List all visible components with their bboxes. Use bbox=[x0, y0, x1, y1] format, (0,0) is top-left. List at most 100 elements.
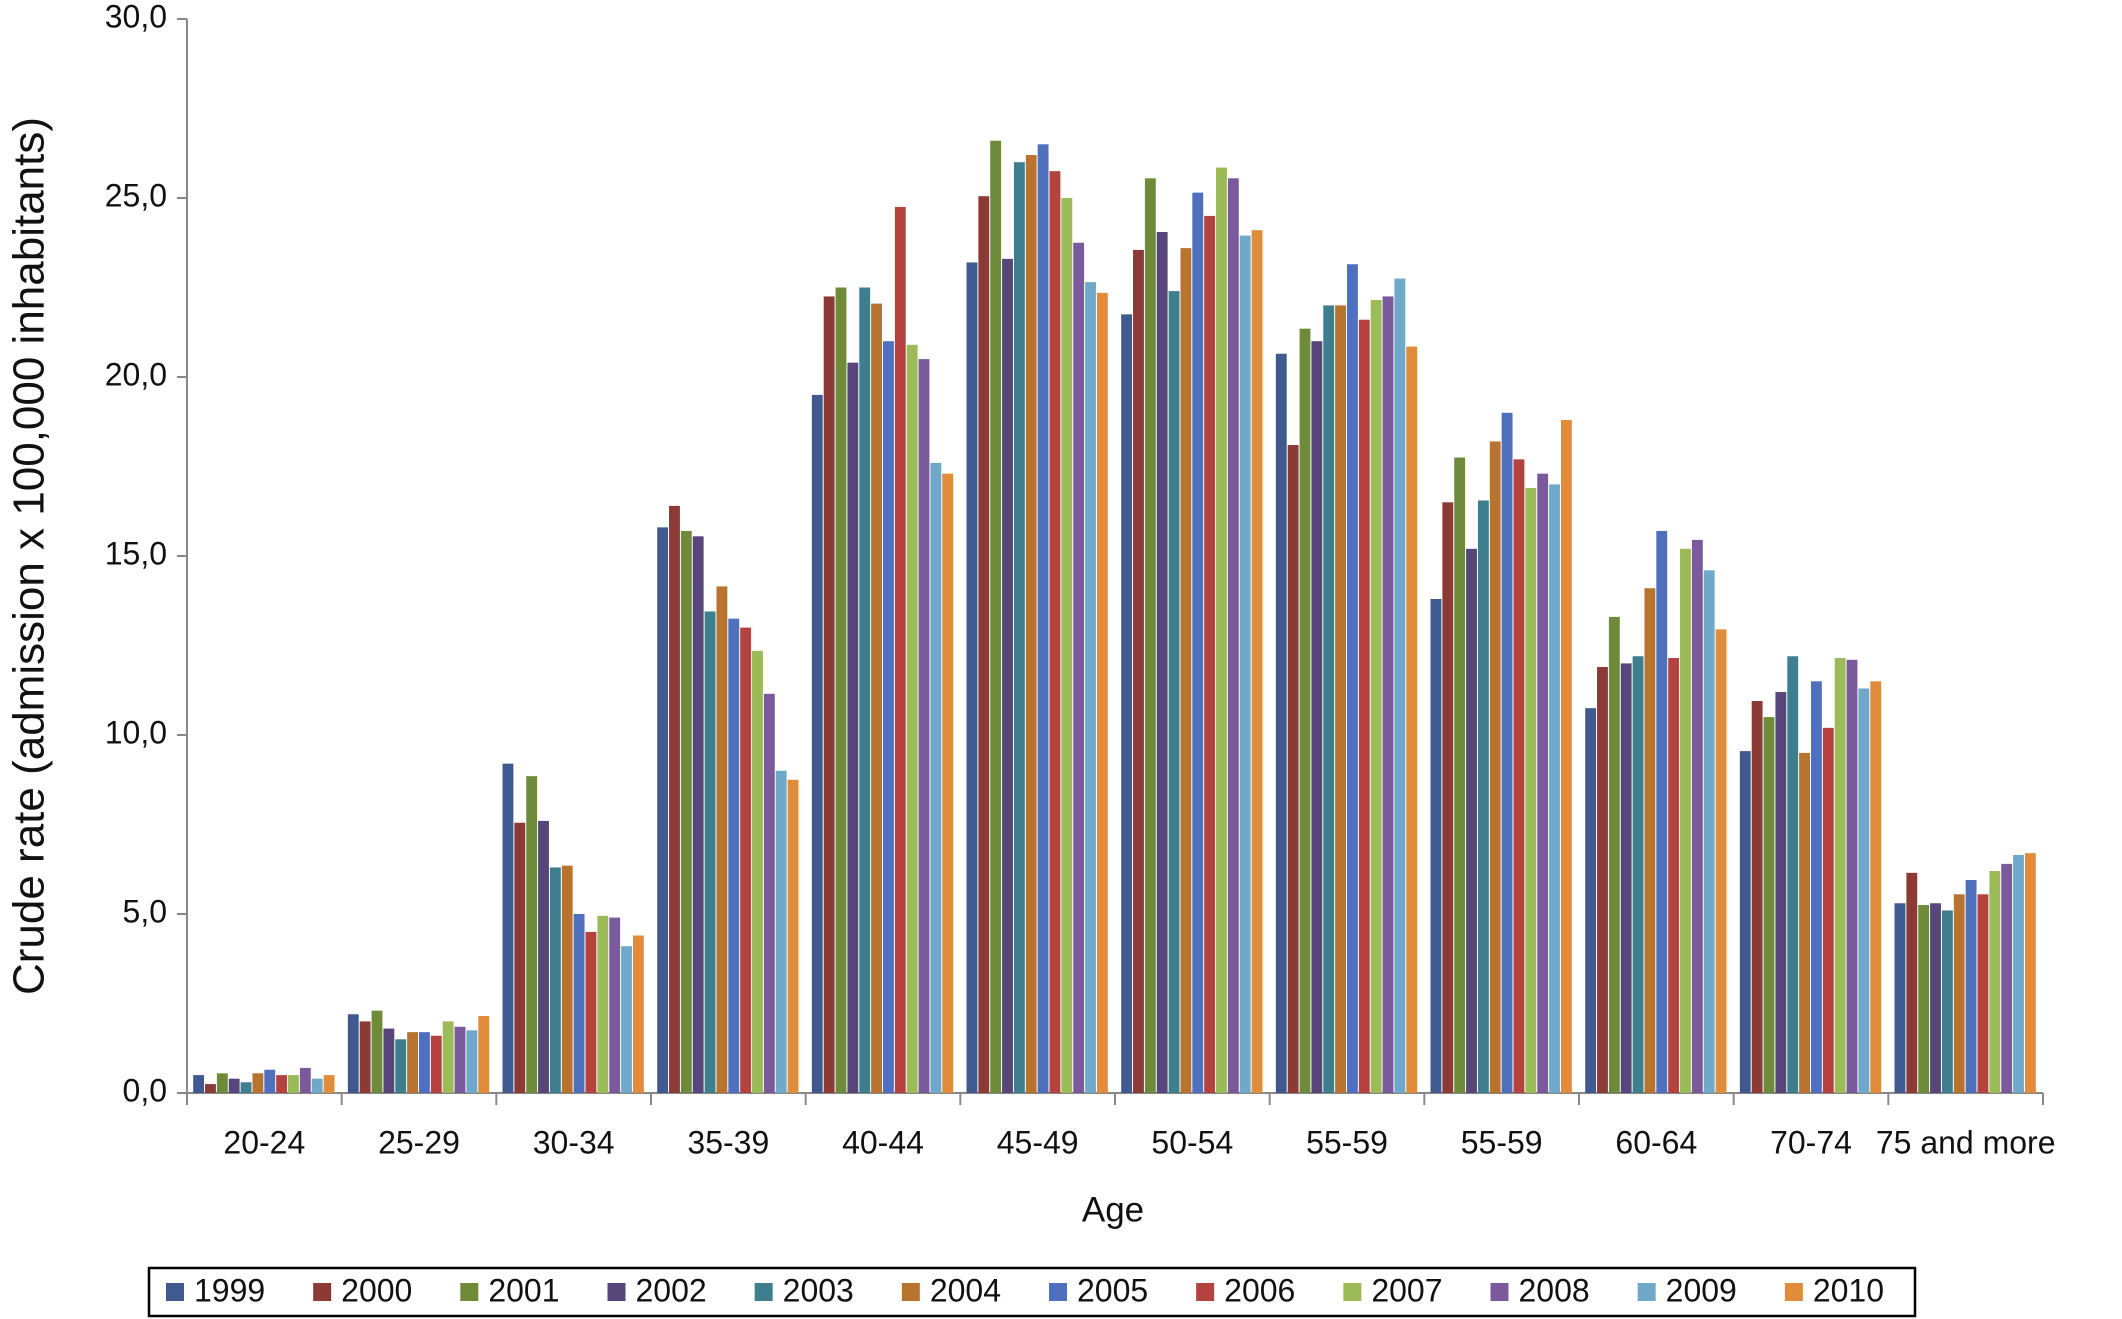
legend-label: 2010 bbox=[1813, 1272, 1884, 1308]
bar bbox=[1287, 445, 1299, 1093]
bar bbox=[609, 917, 621, 1093]
bar bbox=[276, 1075, 288, 1093]
bar bbox=[419, 1032, 430, 1093]
bar bbox=[1370, 300, 1382, 1093]
bar bbox=[1002, 258, 1013, 1093]
bar bbox=[299, 1067, 311, 1093]
bar bbox=[1632, 656, 1644, 1093]
bar bbox=[240, 1082, 252, 1093]
legend-swatch bbox=[313, 1283, 332, 1301]
bar bbox=[1977, 894, 1989, 1093]
bar bbox=[1537, 473, 1549, 1093]
bar bbox=[1846, 659, 1858, 1093]
bar bbox=[1133, 249, 1144, 1093]
y-tick-label: 15,0 bbox=[105, 535, 167, 571]
bar bbox=[716, 586, 728, 1093]
bar bbox=[1834, 658, 1846, 1093]
bar bbox=[1144, 178, 1156, 1093]
bar bbox=[597, 915, 609, 1093]
bar bbox=[621, 946, 632, 1093]
legend-swatch bbox=[754, 1283, 773, 1301]
bar bbox=[752, 650, 763, 1093]
bar bbox=[657, 527, 669, 1093]
bar bbox=[1239, 235, 1251, 1094]
bar bbox=[252, 1073, 264, 1093]
bar bbox=[514, 822, 526, 1093]
bar bbox=[680, 530, 692, 1093]
bar bbox=[1858, 688, 1870, 1093]
legend-label: 2003 bbox=[783, 1272, 854, 1308]
legend-swatch bbox=[1637, 1283, 1656, 1301]
bar bbox=[466, 1030, 478, 1093]
bar bbox=[371, 1010, 383, 1093]
x-tick-label: 40-44 bbox=[842, 1124, 924, 1160]
bar bbox=[2001, 863, 2013, 1093]
bar bbox=[871, 303, 882, 1093]
legend-swatch bbox=[460, 1283, 479, 1301]
bar bbox=[526, 776, 538, 1093]
bar bbox=[1466, 548, 1477, 1093]
bar bbox=[347, 1014, 359, 1093]
bar bbox=[205, 1084, 216, 1093]
x-tick-label: 25-29 bbox=[378, 1124, 460, 1160]
bar bbox=[811, 394, 823, 1093]
x-tick-label: 60-64 bbox=[1615, 1124, 1697, 1160]
bar bbox=[1382, 296, 1394, 1093]
bar bbox=[1168, 291, 1180, 1094]
bar bbox=[632, 935, 644, 1093]
legend-swatch bbox=[1343, 1283, 1362, 1301]
bar bbox=[1525, 487, 1537, 1094]
bar bbox=[763, 693, 775, 1093]
x-tick-label: 55-59 bbox=[1306, 1124, 1388, 1160]
bar bbox=[1477, 500, 1489, 1093]
bar bbox=[1501, 412, 1513, 1093]
bar bbox=[395, 1039, 407, 1093]
bar bbox=[478, 1016, 490, 1093]
bar bbox=[1953, 894, 1965, 1093]
bar bbox=[669, 505, 680, 1093]
bar bbox=[1013, 162, 1025, 1093]
bar bbox=[454, 1026, 466, 1093]
legend-swatch bbox=[1049, 1283, 1067, 1301]
bar bbox=[1560, 419, 1572, 1094]
legend-label: 2007 bbox=[1371, 1272, 1442, 1308]
bar bbox=[1763, 717, 1775, 1093]
bar bbox=[883, 341, 894, 1093]
bar bbox=[1799, 752, 1810, 1093]
bar bbox=[1989, 871, 2001, 1093]
bar bbox=[692, 536, 704, 1093]
bar bbox=[1941, 910, 1953, 1093]
y-axis-title: Crude rate (admission x 100,000 inhabita… bbox=[5, 117, 54, 995]
legend-swatch bbox=[1490, 1283, 1509, 1301]
bar bbox=[978, 196, 990, 1093]
bar bbox=[1085, 282, 1096, 1093]
bar bbox=[942, 473, 954, 1093]
y-tick-label: 25,0 bbox=[105, 177, 167, 213]
bar bbox=[561, 865, 573, 1093]
bar bbox=[1751, 700, 1763, 1093]
bar bbox=[1691, 539, 1703, 1093]
bar bbox=[407, 1032, 418, 1093]
x-tick-label: 75 and more bbox=[1876, 1124, 2056, 1160]
bar bbox=[775, 770, 787, 1093]
bar bbox=[847, 362, 859, 1093]
bar bbox=[1358, 319, 1370, 1094]
bar bbox=[228, 1078, 240, 1093]
bar bbox=[1180, 248, 1192, 1093]
legend-label: 2004 bbox=[930, 1272, 1001, 1308]
bar bbox=[728, 618, 740, 1093]
bar bbox=[1668, 658, 1680, 1093]
bar bbox=[573, 914, 585, 1093]
bar bbox=[966, 262, 978, 1093]
bar bbox=[1513, 459, 1525, 1094]
bar bbox=[1037, 144, 1049, 1094]
bar bbox=[1608, 616, 1620, 1093]
bar bbox=[1715, 629, 1727, 1093]
bar bbox=[323, 1075, 335, 1093]
bar bbox=[1442, 502, 1454, 1093]
x-tick-label: 30-34 bbox=[533, 1124, 615, 1160]
legend-label: 2000 bbox=[341, 1272, 412, 1308]
bar bbox=[1906, 872, 1918, 1093]
bar bbox=[359, 1021, 371, 1093]
